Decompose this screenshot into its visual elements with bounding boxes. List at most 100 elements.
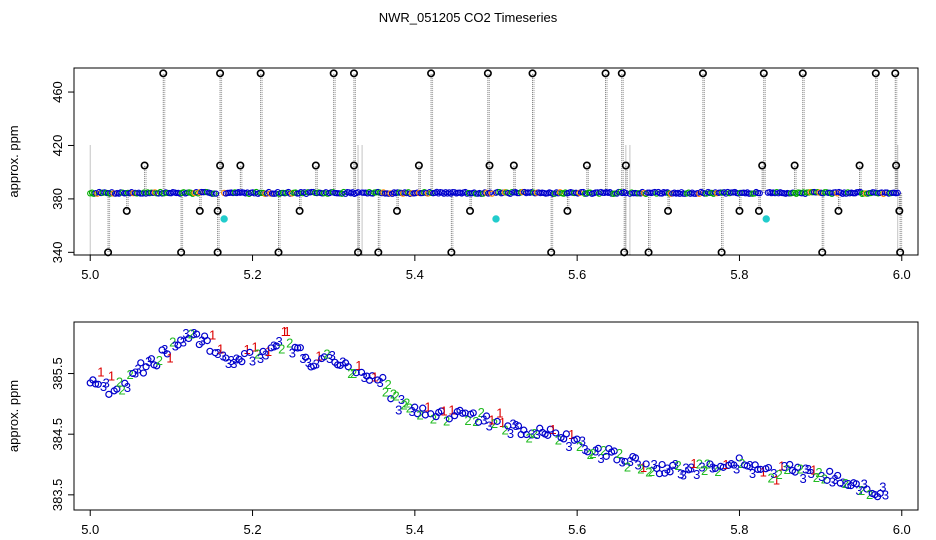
data-symbol: 3 — [377, 375, 384, 390]
data-symbol: 3 — [182, 326, 189, 341]
data-symbol: 3 — [480, 412, 487, 427]
y-tick-label: 384.5 — [50, 418, 65, 451]
data-point — [357, 368, 366, 376]
data-symbol: 3 — [145, 354, 152, 369]
data-symbol: 1 — [496, 405, 503, 420]
outlier-point — [374, 248, 383, 257]
data-symbol: 3 — [664, 461, 671, 476]
data-point — [610, 447, 618, 455]
data-point — [552, 429, 560, 437]
chart-title: NWR_051205 CO2 Timeseries — [379, 10, 558, 25]
data-symbol: 2 — [525, 430, 532, 445]
outlier-point — [216, 69, 225, 78]
data-point — [310, 362, 318, 370]
data-symbol: 2 — [674, 458, 681, 473]
data-point — [594, 444, 602, 453]
data-symbol: 3 — [180, 334, 187, 349]
outlier-point — [644, 248, 653, 257]
data-point — [195, 340, 203, 349]
data-symbol: 2 — [645, 465, 652, 480]
data-symbol: 2 — [776, 467, 783, 482]
data-symbol: 3 — [651, 457, 658, 472]
y-axis-label: approx. ppm — [6, 380, 21, 452]
plot-marks — [87, 69, 905, 257]
data-symbol: 1 — [217, 342, 224, 357]
data-symbol: 2 — [842, 476, 849, 491]
data-symbol: 3 — [592, 443, 599, 458]
data-point — [334, 361, 342, 369]
data-point — [666, 468, 674, 476]
data-symbol: 1 — [773, 472, 780, 487]
data-symbol: 1 — [424, 399, 431, 414]
data-point — [121, 379, 129, 387]
data-symbol: 3 — [228, 353, 235, 368]
data-symbol: 3 — [486, 418, 493, 433]
outlier-point — [892, 161, 901, 170]
data-point — [894, 189, 901, 196]
data-symbol: 1 — [355, 358, 362, 373]
data-point — [631, 454, 640, 462]
data-symbol: 3 — [313, 356, 320, 371]
data-point — [493, 417, 501, 425]
data-symbol: 2 — [188, 326, 195, 341]
data-point — [474, 418, 483, 426]
data-symbol: 1 — [440, 404, 447, 419]
y-tick-label: 340 — [50, 241, 65, 263]
outlier-point — [122, 206, 131, 215]
data-point — [379, 373, 387, 382]
data-point — [685, 466, 693, 474]
data-symbol: 1 — [760, 465, 767, 480]
outlier-point — [601, 69, 610, 78]
data-point — [294, 344, 302, 352]
data-symbol: 2 — [393, 389, 400, 404]
outlier-point — [896, 248, 905, 257]
data-point — [344, 363, 352, 371]
data-symbol: 2 — [600, 443, 607, 458]
data-symbol: 3 — [818, 469, 825, 484]
outlier-point — [349, 161, 358, 170]
data-symbol: 3 — [100, 379, 107, 394]
data-symbol: 3 — [225, 356, 232, 371]
data-symbol: 3 — [134, 361, 141, 376]
data-point — [730, 461, 738, 469]
y-tick-label: 383.5 — [50, 479, 65, 512]
data-point — [411, 403, 419, 411]
outlier-point — [236, 161, 245, 170]
data-symbol: 3 — [802, 461, 809, 476]
data-symbol: 2 — [813, 470, 820, 485]
plot-frame — [73, 67, 919, 256]
outlier-point — [758, 161, 767, 170]
data-symbol: 3 — [132, 365, 139, 380]
outlier-point — [528, 69, 537, 78]
data-symbol: 3 — [329, 348, 336, 363]
data-point — [834, 471, 842, 480]
data-point — [655, 470, 664, 478]
data-symbol: 2 — [589, 446, 596, 461]
data-point — [163, 350, 171, 358]
data-point — [238, 358, 246, 366]
data-symbol: 1 — [315, 349, 322, 364]
outlier-point — [159, 69, 168, 78]
outlier-point — [735, 206, 744, 215]
data-point — [272, 342, 281, 350]
outlier-point — [213, 206, 222, 215]
outlier-point — [349, 69, 358, 78]
data-point — [139, 369, 148, 377]
data-symbol: 1 — [448, 403, 455, 418]
data-symbol: 2 — [406, 401, 413, 416]
data-symbol: 3 — [799, 471, 806, 486]
data-point — [876, 489, 884, 498]
data-symbol: 2 — [286, 336, 293, 351]
data-symbol: 3 — [746, 458, 753, 473]
data-point — [522, 430, 531, 439]
data-point — [573, 435, 581, 443]
data-symbol: 3 — [693, 467, 700, 482]
data-symbol: 1 — [265, 344, 272, 359]
x-tick-label: 5.8 — [730, 267, 748, 282]
data-symbol: 3 — [879, 479, 886, 494]
cyan-point — [220, 215, 228, 223]
outlier-point — [891, 69, 900, 78]
data-point — [658, 460, 666, 469]
